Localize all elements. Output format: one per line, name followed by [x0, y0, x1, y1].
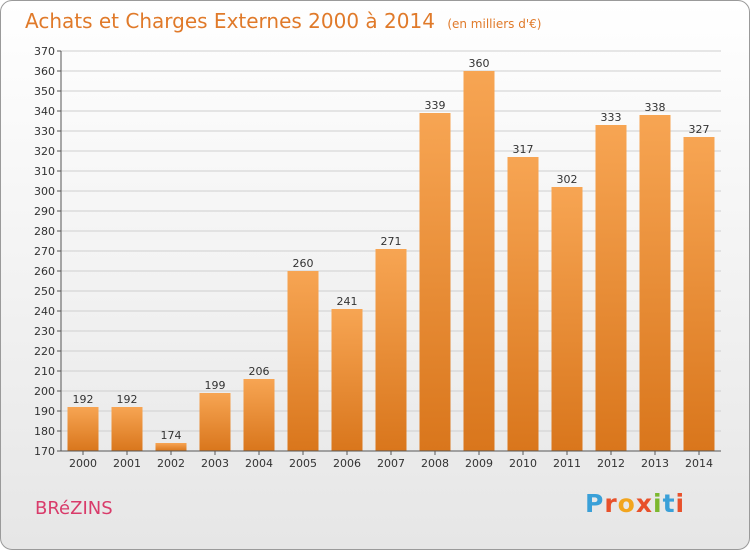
- value-label-2007: 271: [381, 235, 402, 248]
- y-tick-label: 360: [34, 65, 55, 78]
- x-tick-label-2000: 2000: [69, 457, 97, 470]
- bar-2003: [199, 393, 231, 451]
- y-tick-label: 190: [34, 405, 55, 418]
- bar-2010: [507, 157, 539, 451]
- y-tick-label: 330: [34, 125, 55, 138]
- bar-2011: [551, 187, 583, 451]
- y-tick-label: 310: [34, 165, 55, 178]
- value-label-2011: 302: [557, 173, 578, 186]
- chart-title-text: Achats et Charges Externes 2000 à 2014: [25, 9, 435, 33]
- value-label-2000: 192: [73, 393, 94, 406]
- value-label-2013: 338: [645, 101, 666, 114]
- bar-2012: [595, 125, 627, 451]
- y-tick-label: 170: [34, 445, 55, 458]
- y-tick-label: 290: [34, 205, 55, 218]
- value-label-2001: 192: [117, 393, 138, 406]
- value-label-2008: 339: [425, 99, 446, 112]
- logo-letter: t: [662, 489, 676, 518]
- logo-letter: i: [653, 489, 663, 518]
- bar-2001: [111, 407, 143, 451]
- y-tick-label: 340: [34, 105, 55, 118]
- logo-letter: P: [585, 489, 605, 518]
- y-tick-label: 200: [34, 385, 55, 398]
- x-tick-label-2003: 2003: [201, 457, 229, 470]
- y-tick-label: 270: [34, 245, 55, 258]
- value-label-2010: 317: [513, 143, 534, 156]
- logo-letter: o: [617, 489, 636, 518]
- x-tick-label-2010: 2010: [509, 457, 537, 470]
- y-tick-label: 350: [34, 85, 55, 98]
- x-tick-label-2002: 2002: [157, 457, 185, 470]
- value-label-2003: 199: [205, 379, 226, 392]
- y-tick-label: 370: [34, 45, 55, 58]
- x-tick-label-2008: 2008: [421, 457, 449, 470]
- value-label-2005: 260: [293, 257, 314, 270]
- logo-letter: r: [604, 489, 618, 518]
- x-tick-label-2005: 2005: [289, 457, 317, 470]
- bar-2007: [375, 249, 407, 451]
- value-label-2009: 360: [469, 57, 490, 70]
- y-tick-label: 230: [34, 325, 55, 338]
- x-tick-label-2009: 2009: [465, 457, 493, 470]
- value-label-2012: 333: [601, 111, 622, 124]
- y-tick-label: 220: [34, 345, 55, 358]
- bar-2009: [463, 71, 495, 451]
- bar-2013: [639, 115, 671, 451]
- y-tick-label: 180: [34, 425, 55, 438]
- value-label-2006: 241: [337, 295, 358, 308]
- y-tick-label: 250: [34, 285, 55, 298]
- value-label-2014: 327: [689, 123, 710, 136]
- bar-2002: [155, 443, 187, 451]
- x-tick-label-2004: 2004: [245, 457, 273, 470]
- chart-title: Achats et Charges Externes 2000 à 2014 (…: [25, 9, 541, 33]
- value-label-2004: 206: [249, 365, 270, 378]
- x-tick-label-2006: 2006: [333, 457, 361, 470]
- x-tick-label-2013: 2013: [641, 457, 669, 470]
- y-tick-label: 260: [34, 265, 55, 278]
- y-tick-label: 280: [34, 225, 55, 238]
- bars: 192 192 174 199 206 260 241 271 339 360 317 302 333 3…: [67, 57, 715, 451]
- x-tick-label-2012: 2012: [597, 457, 625, 470]
- y-tick-label: 320: [34, 145, 55, 158]
- y-tick-label: 240: [34, 305, 55, 318]
- x-tick-label-2011: 2011: [553, 457, 581, 470]
- bar-2014: [683, 137, 715, 451]
- y-tick-label: 300: [34, 185, 55, 198]
- bar-2005: [287, 271, 319, 451]
- bar-2004: [243, 379, 275, 451]
- x-tick-label-2007: 2007: [377, 457, 405, 470]
- place-name: BRéZINS: [35, 498, 113, 519]
- bar-2006: [331, 309, 363, 451]
- proxiti-logo[interactable]: Proxiti: [585, 489, 685, 518]
- x-tick-label-2001: 2001: [113, 457, 141, 470]
- bar-2000: [67, 407, 99, 451]
- chart-unit: (en milliers d'€): [447, 17, 542, 31]
- y-tick-label: 210: [34, 365, 55, 378]
- logo-letter: x: [635, 489, 653, 518]
- value-label-2002: 174: [161, 429, 182, 442]
- x-tick-label-2014: 2014: [685, 457, 713, 470]
- logo-letter: i: [675, 489, 686, 518]
- axes: 170 180 190 200 210 220 230 240 250 260 270 280 290 3…: [34, 45, 721, 470]
- bar-2008: [419, 113, 451, 451]
